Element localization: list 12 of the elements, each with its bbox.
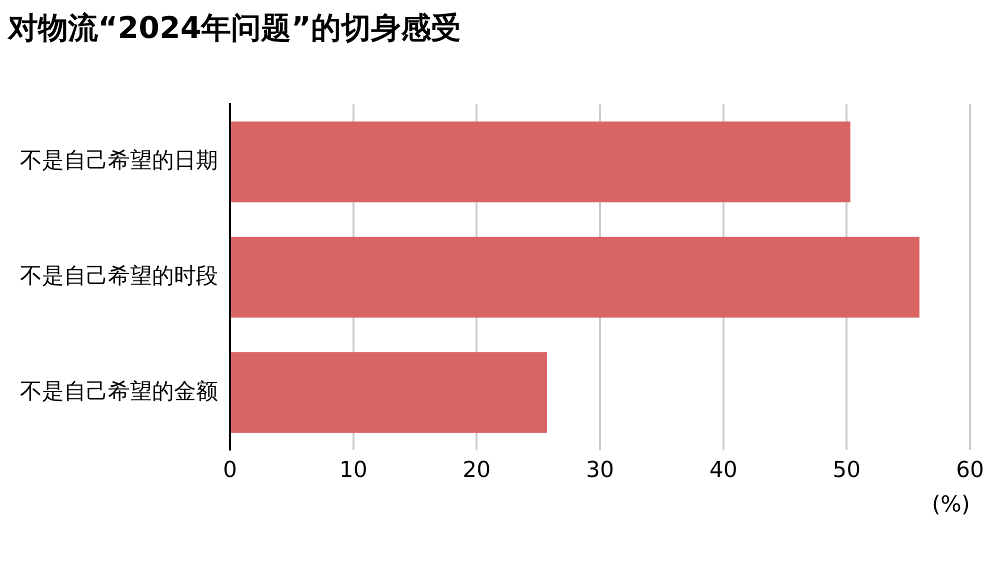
y-tick-label: 不是自己希望的时段	[20, 264, 218, 289]
x-tick-label: 20	[462, 458, 491, 484]
x-tick-label: 0	[223, 458, 237, 484]
x-tick-label: 10	[339, 458, 368, 484]
chart-title: 对物流“2024年问题”的切身感受	[8, 10, 462, 48]
x-tick-label: 40	[709, 458, 738, 484]
y-tick-label: 不是自己希望的金额	[20, 379, 218, 404]
x-tick-label: 30	[586, 458, 614, 484]
x-axis-title: (%)	[932, 492, 970, 518]
x-tick-label: 50	[832, 458, 861, 484]
y-tick-label: 不是自己希望的日期	[20, 148, 218, 174]
x-tick-label: 60	[956, 458, 984, 484]
